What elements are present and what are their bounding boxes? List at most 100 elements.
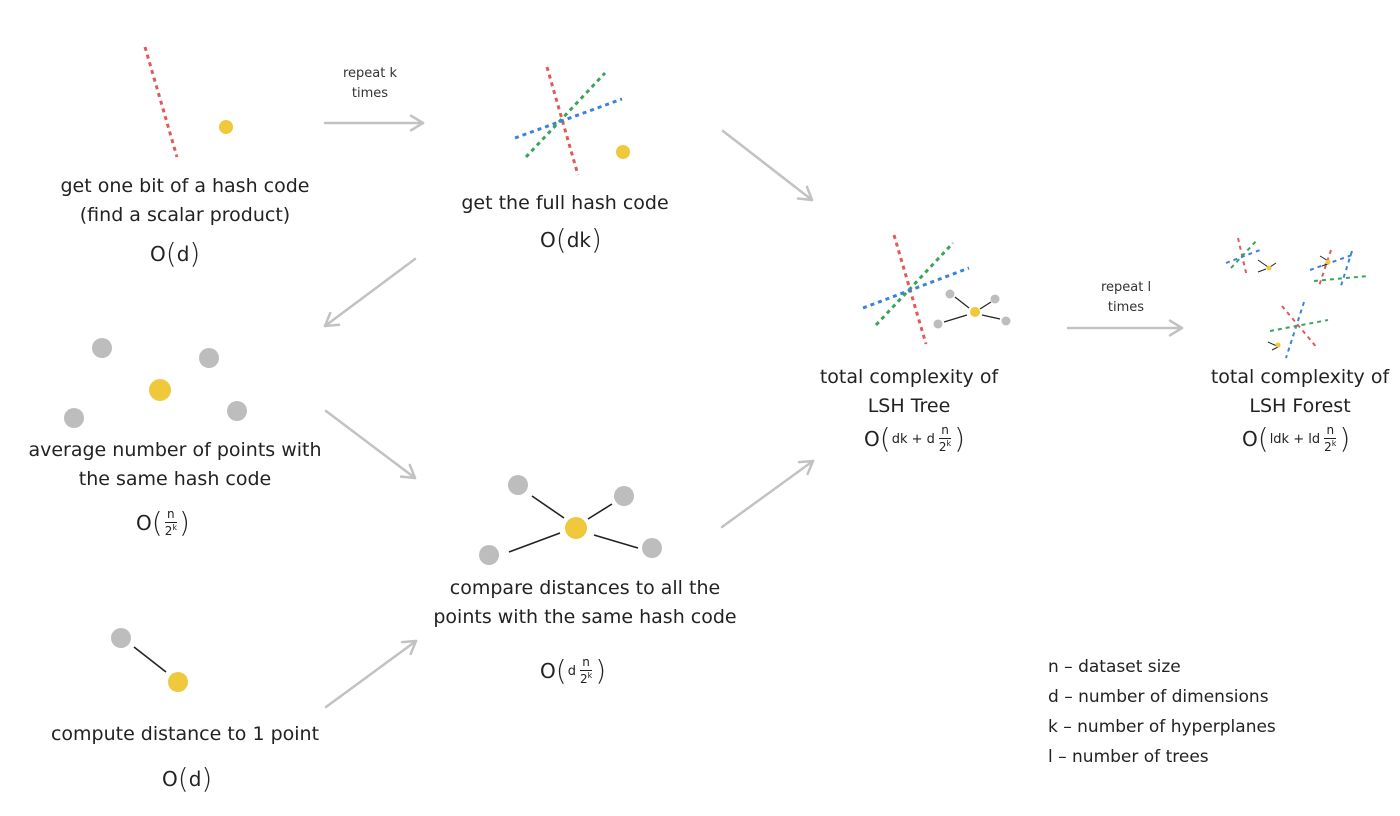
hyperplane-line [874,241,955,327]
query-point [219,120,233,134]
compute-to-compare-arrow [324,639,418,709]
legend-item-k: k – number of hyperplanes [1048,717,1276,737]
big-o: O [540,228,556,252]
expression-prefix: d [567,663,576,679]
forest-tree-1-hyperplane-line [1225,249,1261,264]
legend-item-n: n – dataset size [1048,657,1181,677]
full-hash-to-avg-arrow [323,257,417,328]
repeat-l-line2: times [1107,300,1145,315]
fraction-denominator: 2k [1324,439,1337,454]
compare-dist-expression: d n 2k [567,656,596,686]
forest-tree-2-hyperplane-line [1318,249,1332,287]
candidate-point [642,538,662,558]
bucket-point [227,401,247,421]
avg-points-label: average number of points with the same h… [20,436,330,494]
fraction-numerator: n [580,655,592,671]
lsh-forest-expression: ldk + ld n 2k [1269,424,1340,454]
arrow-head [797,459,815,476]
bucket-point [64,408,84,428]
bucket-point [92,338,112,358]
distance-edge [531,495,565,519]
distance-edge [981,314,1001,320]
compute-dist-complexity-value: d [188,767,202,791]
hyperplane-line [524,71,607,159]
big-o: O [864,427,880,451]
candidate-point [111,628,131,648]
repeat-l-label: repeat l times [1086,278,1166,318]
repeat-k-line1: repeat k [342,66,398,81]
candidate-point [479,545,499,565]
hyperplane-line [143,46,179,158]
candidate-point [508,475,528,495]
repeat-k-line2: times [351,86,389,101]
compare-dist-label: compare distances to all the points with… [430,574,740,632]
avg-points-complexity: O( n 2k ) [136,506,190,539]
forest-tree-3-hyperplane-line [1285,301,1305,359]
arrow-head [1168,319,1184,337]
compare-dist-label-line1: compare distances to all the [449,577,721,599]
hyperplane-line [862,266,970,310]
full-hash-complexity: O(dk) [540,223,602,256]
repeat-l-line1: repeat l [1100,280,1152,295]
distance-edge [954,296,970,309]
distance-edge [593,534,639,549]
compute-dist-label: compute distance to 1 point [50,723,320,745]
legend-item-d: d – number of dimensions [1048,687,1269,707]
lsh-tree-complexity: O( dk + d n 2k ) [864,422,966,455]
lsh-forest-complexity: O( ldk + ld n 2k ) [1242,422,1351,455]
avg-points-fraction: n 2k [165,508,177,538]
arrow-shaft [323,257,417,328]
full-hash-complexity-value: dk [566,228,591,252]
lsh-forest-label-line1: total complexity of [1210,366,1390,388]
arrow-head [796,185,814,202]
candidate-point [933,319,943,329]
full-hash-label: get the full hash code [461,192,669,214]
forest-tree-3-hyperplane-line [1269,319,1329,332]
lsh-forest-fraction: n 2k [1324,424,1336,454]
forest-tree-1-distance-edge [1257,259,1269,268]
arrows-group [323,114,1184,709]
lsh-forest-label: total complexity of LSH Forest [1200,363,1400,421]
candidate-point [614,486,634,506]
query-point [149,379,171,401]
query-point [168,672,188,692]
repeat-l-arrow [1066,319,1184,337]
repeat-k-arrow [323,114,425,132]
forest-tree-1-distance-edge [1269,262,1277,268]
candidate-point [990,294,1000,304]
fraction-numerator: n [939,423,951,439]
one-bit-label-line1: get one bit of a hash code [60,175,310,197]
one-bit-complexity-value: d [176,242,190,266]
big-o: O [150,242,166,266]
fraction-denominator: 2k [579,671,593,686]
fraction-denominator: 2k [164,523,177,538]
query-point [565,517,587,539]
query-point [616,145,630,159]
compare-to-tree-arrow [720,459,815,529]
candidate-point [1001,316,1011,326]
lsh-forest-label-line2: LSH Forest [1249,395,1351,417]
big-o: O [162,767,178,791]
distance-edge [133,646,167,673]
compute-dist-complexity: O(d) [162,762,213,795]
arrow-shaft [721,129,814,202]
distance-edge [979,301,992,310]
lsh-tree-label-line1: total complexity of [819,366,999,388]
avg-to-compare-arrow [324,409,417,480]
expression-prefix: ldk + ld [1269,431,1321,447]
avg-points-label-line2: the same hash code [78,468,272,490]
big-o: O [540,659,556,683]
fraction-denominator: 2k [938,439,952,454]
legend-item-l: l – number of trees [1048,747,1209,767]
fraction-numerator: n [165,507,177,523]
candidate-point [945,289,955,299]
arrow-shaft [720,459,815,529]
one-bit-label: get one bit of a hash code (find a scala… [40,172,330,230]
lsh-tree-fraction: n 2k [939,424,951,454]
forest-tree-1-distance-edge [1257,268,1267,273]
forest-tree-2-hyperplane-line [1313,275,1369,282]
distance-edge [508,532,561,553]
forest-tree-2-hyperplane-line [1339,250,1353,290]
distance-edge [587,503,613,520]
